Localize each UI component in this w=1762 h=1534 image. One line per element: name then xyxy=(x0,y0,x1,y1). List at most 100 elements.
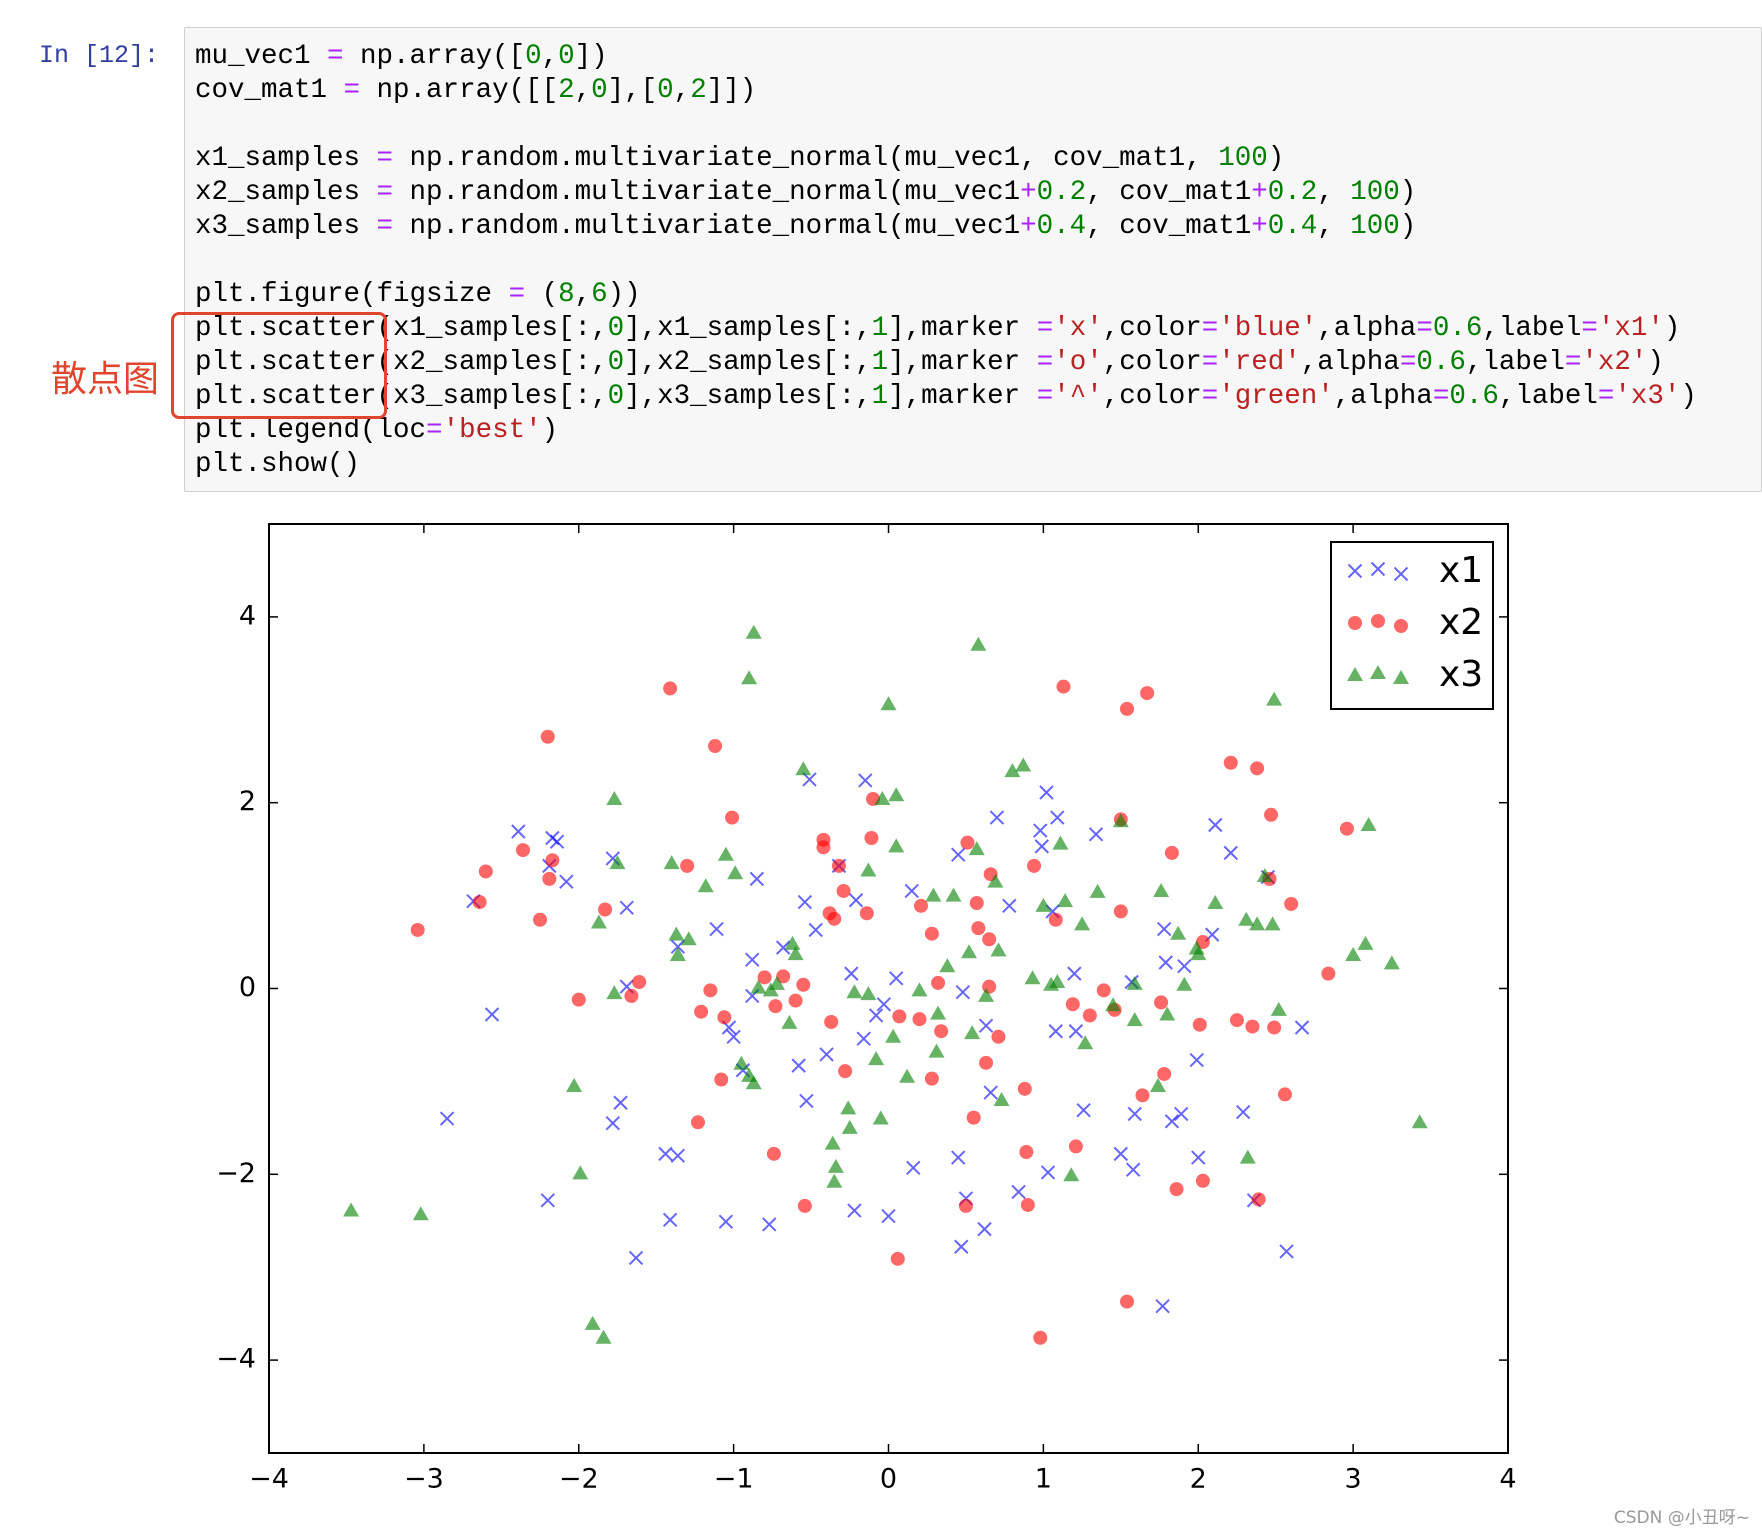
code-token: 0 xyxy=(607,381,625,412)
y-tick-label: 0 xyxy=(239,972,256,1003)
code-token: 'o' xyxy=(1053,347,1103,378)
code-cell[interactable]: mu_vec1 = np.array([0,0]) cov_mat1 = np.a… xyxy=(184,27,1762,492)
x-tick-label: 3 xyxy=(1345,1464,1362,1495)
scatter-point xyxy=(1033,823,1048,838)
scatter-point xyxy=(606,790,623,805)
scatter-point xyxy=(1264,807,1279,822)
scatter-point xyxy=(540,729,555,744)
scatter-point xyxy=(757,970,772,985)
scatter-point xyxy=(766,1146,781,1161)
scatter-point xyxy=(1105,997,1122,1012)
scatter-point xyxy=(993,1091,1010,1106)
scatter-point xyxy=(795,761,812,776)
scatter-point xyxy=(885,1028,902,1043)
scatter-point xyxy=(533,912,548,927)
scatter-point xyxy=(824,1014,839,1029)
scatter-point xyxy=(928,1043,945,1058)
scatter-point xyxy=(1002,898,1017,914)
scatter-point xyxy=(784,935,801,950)
scatter-point xyxy=(1125,1162,1141,1177)
scatter-point xyxy=(787,946,804,961)
scatter-point xyxy=(1068,1024,1084,1039)
scatter-point xyxy=(1033,1330,1048,1345)
scatter-point xyxy=(1190,946,1207,961)
scatter-point xyxy=(725,810,740,825)
legend-marker xyxy=(1347,667,1363,681)
scatter-point xyxy=(762,1217,777,1232)
x-tick-label: 0 xyxy=(880,1464,897,1495)
code-token: 0.6 xyxy=(1449,381,1499,412)
legend-marker xyxy=(1393,566,1409,582)
scatter-point xyxy=(836,883,851,898)
code-token: 0.2 xyxy=(1267,177,1318,208)
scatter-point xyxy=(827,911,842,926)
scatter-point xyxy=(892,1009,907,1024)
code-token: = xyxy=(1201,347,1219,378)
code-token: = xyxy=(1597,381,1615,412)
scatter-point xyxy=(1277,1087,1292,1102)
code-token: = xyxy=(1036,381,1054,412)
scatter-point xyxy=(797,1198,812,1213)
scatter-point xyxy=(1088,827,1104,842)
y-tick-label: −2 xyxy=(216,1158,256,1189)
code-token: 100 xyxy=(1350,211,1400,242)
scatter-point xyxy=(680,931,697,946)
series-group xyxy=(343,624,1428,1344)
scatter-point xyxy=(819,1047,834,1062)
scatter-point xyxy=(1035,897,1052,912)
scatter-point xyxy=(989,810,1005,825)
scatter-point xyxy=(1169,1182,1184,1197)
code-token: = xyxy=(327,41,344,72)
scatter-point xyxy=(1411,1114,1428,1129)
scatter-point xyxy=(939,958,956,973)
scatter-point xyxy=(945,887,962,902)
scatter-point xyxy=(1383,955,1400,970)
code-line: x1_samples = np.random.multivariate_norm… xyxy=(195,143,1285,174)
scatter-point xyxy=(848,893,864,908)
code-line: plt.show() xyxy=(195,449,361,480)
scatter-point xyxy=(1057,893,1074,908)
code-token: = xyxy=(376,177,394,208)
scatter-point xyxy=(1120,1294,1135,1309)
scatter-point xyxy=(925,887,942,902)
code-token: 1 xyxy=(871,313,889,344)
scatter-point xyxy=(931,975,946,990)
code-token: 2 xyxy=(690,75,707,106)
scatter-point xyxy=(605,1115,621,1131)
code-token: 'red' xyxy=(1218,347,1301,378)
scatter-point xyxy=(874,790,891,805)
scatter-point xyxy=(670,1148,686,1163)
scatter-point xyxy=(859,906,874,921)
code-token: = xyxy=(1036,347,1054,378)
highlight-box xyxy=(171,312,387,419)
scatter-point xyxy=(1256,868,1273,883)
scatter-point xyxy=(990,942,1007,957)
scatter-point xyxy=(745,952,760,967)
scatter-point xyxy=(796,977,811,992)
scatter-point xyxy=(1050,810,1065,825)
scatter-point xyxy=(983,1085,998,1100)
scatter-point xyxy=(791,1058,806,1073)
scatter-point xyxy=(1170,925,1187,940)
x-tick-label: 1 xyxy=(1035,1464,1052,1495)
scatter-point xyxy=(1321,966,1336,981)
scatter-point xyxy=(439,1111,455,1126)
x-tick-label: 4 xyxy=(1499,1464,1516,1495)
scatter-point xyxy=(1155,1299,1170,1314)
scatter-point xyxy=(1177,958,1192,974)
scatter-point xyxy=(826,1173,843,1188)
scatter-point xyxy=(1249,916,1266,931)
scatter-point xyxy=(1112,813,1129,828)
scatter-point xyxy=(663,681,678,696)
code-token: = xyxy=(376,143,394,174)
scatter-point xyxy=(864,831,879,846)
scatter-point xyxy=(658,1146,673,1162)
code-token: 0 xyxy=(558,41,575,72)
scatter-point xyxy=(718,1214,734,1229)
code-token: + xyxy=(1251,211,1268,242)
scatter-point xyxy=(964,1025,981,1040)
scatter-point xyxy=(934,1024,949,1039)
scatter-point xyxy=(1040,1165,1056,1180)
code-token: 'x1' xyxy=(1597,313,1664,344)
